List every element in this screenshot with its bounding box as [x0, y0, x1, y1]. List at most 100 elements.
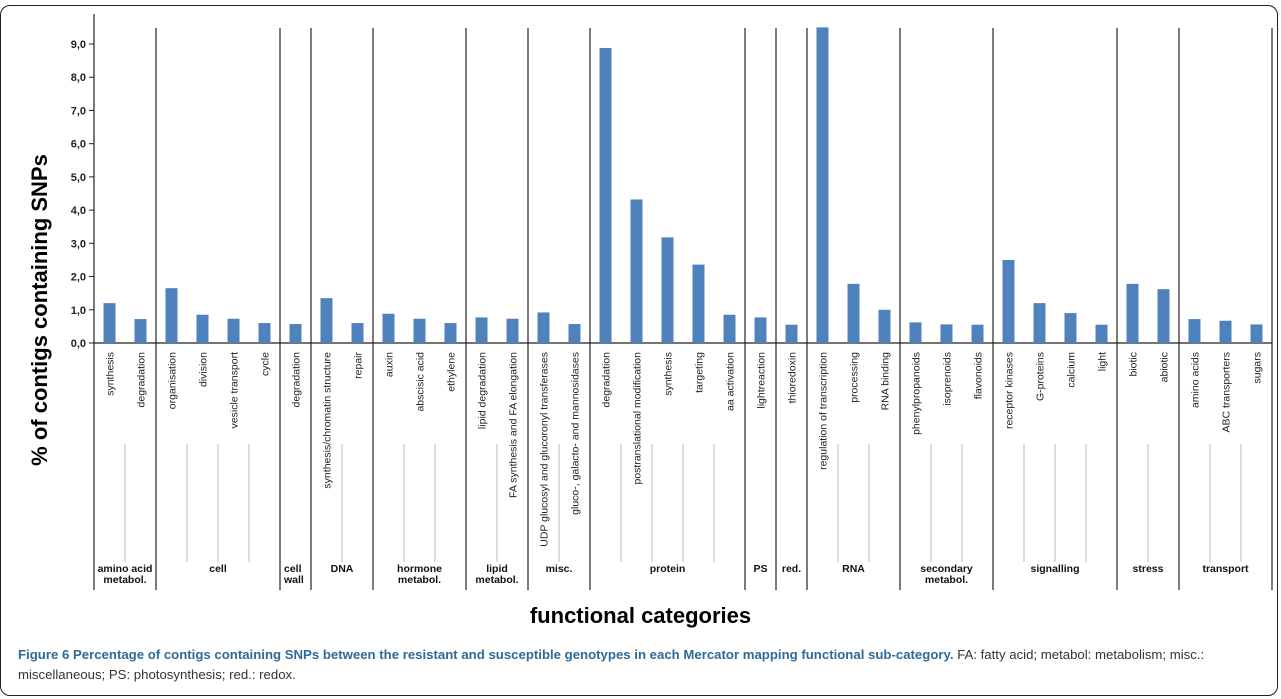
group-label: wall [283, 574, 304, 586]
y-tick-label: 0,0 [71, 338, 86, 350]
bar [940, 324, 953, 343]
bar [1033, 303, 1046, 343]
bar [599, 47, 612, 344]
bar [1250, 324, 1263, 343]
y-tick-label: 7,0 [71, 105, 86, 117]
bar [878, 309, 891, 343]
figure-caption: Figure 6 Percentage of contigs containin… [18, 645, 1268, 685]
bar [382, 313, 395, 343]
bar [847, 283, 860, 343]
bar [320, 298, 333, 343]
bar [568, 324, 581, 343]
category-label: organisation [167, 352, 179, 409]
category-label: repair [353, 352, 365, 379]
bar [692, 264, 705, 343]
group-label: transport [1202, 563, 1249, 575]
category-label: targeting [694, 352, 706, 393]
bar [475, 317, 488, 343]
bar [444, 323, 457, 343]
group-label: DNA [331, 563, 354, 575]
bar [196, 314, 209, 343]
x-axis-label: functional categories [529, 603, 752, 628]
category-label: cycle [260, 352, 272, 376]
bar [1157, 289, 1170, 343]
category-label: light [1097, 352, 1109, 371]
category-label: ABC transporters [1221, 352, 1233, 433]
category-label: regulation of transcription [818, 352, 830, 470]
bar [165, 288, 178, 343]
bar [227, 318, 240, 343]
group-label: stress [1133, 563, 1164, 575]
caption-text: FA: fatty acid; metabol: metabolism; mis… [18, 647, 1205, 682]
bar [971, 324, 984, 343]
category-label: synthesis [105, 352, 117, 396]
group-label: metabol. [398, 574, 441, 586]
category-label: synthesis/chromatin structure [322, 352, 334, 489]
bar [1188, 319, 1201, 343]
category-label: isoprenoids [942, 352, 954, 406]
bar [816, 27, 829, 344]
group-label: secondary [920, 563, 973, 575]
bar [289, 324, 302, 343]
y-tick-label: 2,0 [71, 272, 86, 284]
y-tick-label: 4,0 [71, 205, 86, 217]
category-label: RNA binding [880, 352, 892, 411]
category-label: aa activation [725, 352, 737, 411]
group-label: PS [753, 563, 767, 575]
category-label: degradation [136, 352, 148, 408]
bar [1095, 324, 1108, 343]
bar [1126, 283, 1139, 343]
category-label: abscisic acid [415, 352, 427, 412]
bar [1219, 320, 1232, 343]
category-label: degradation [601, 352, 613, 408]
category-label: sugars [1252, 352, 1264, 384]
group-label: metabol. [475, 574, 518, 586]
group-label: lipid [486, 563, 508, 575]
bar [909, 322, 922, 343]
category-label: UDP glucosyl and glucoronyl transferases [539, 352, 551, 547]
category-label: postranslational modification [632, 352, 644, 485]
category-label: lipid degradation [477, 352, 489, 429]
category-label: abiotic [1159, 352, 1171, 382]
bar [351, 323, 364, 343]
category-label: flavonoids [973, 352, 985, 399]
category-label: gluco-, galacto- and mannosidases [570, 352, 582, 515]
category-label: lightreaction [756, 352, 768, 409]
y-tick-label: 9,0 [71, 39, 86, 51]
figure-frame [0, 5, 1278, 696]
category-label: vesicle transport [229, 352, 241, 429]
y-tick-label: 1,0 [71, 305, 86, 317]
category-label: phenylpropanoids [911, 352, 923, 435]
group-label: misc. [546, 563, 573, 575]
bar [1064, 313, 1077, 343]
y-tick-label: 5,0 [71, 172, 86, 184]
group-label: cell [209, 563, 227, 575]
bar [630, 199, 643, 343]
bar [537, 312, 550, 343]
group-label: hormone [397, 563, 442, 575]
bar [723, 314, 736, 343]
y-tick-label: 3,0 [71, 238, 86, 250]
y-axis-label: % of contigs containing SNPs [27, 154, 52, 466]
category-label: amino acids [1190, 352, 1202, 408]
category-label: FA synthesis and FA elongation [508, 352, 520, 498]
category-label: thioredoxin [787, 352, 799, 404]
group-label: red. [782, 563, 801, 575]
group-label: amino acid [98, 563, 153, 575]
bar [134, 319, 147, 343]
group-label: metabol. [925, 574, 968, 586]
bar [413, 318, 426, 343]
category-label: G-proteins [1035, 352, 1047, 401]
y-tick-label: 6,0 [71, 139, 86, 151]
group-label: cell [284, 563, 302, 575]
group-label: RNA [842, 563, 865, 575]
category-label: receptor kinases [1004, 352, 1016, 429]
bar [754, 317, 767, 343]
group-label: signalling [1030, 563, 1079, 575]
group-label: protein [650, 563, 686, 575]
bar [1002, 259, 1015, 343]
category-label: calcium [1066, 352, 1078, 388]
category-label: ethylene [446, 352, 458, 392]
category-label: synthesis [663, 352, 675, 396]
